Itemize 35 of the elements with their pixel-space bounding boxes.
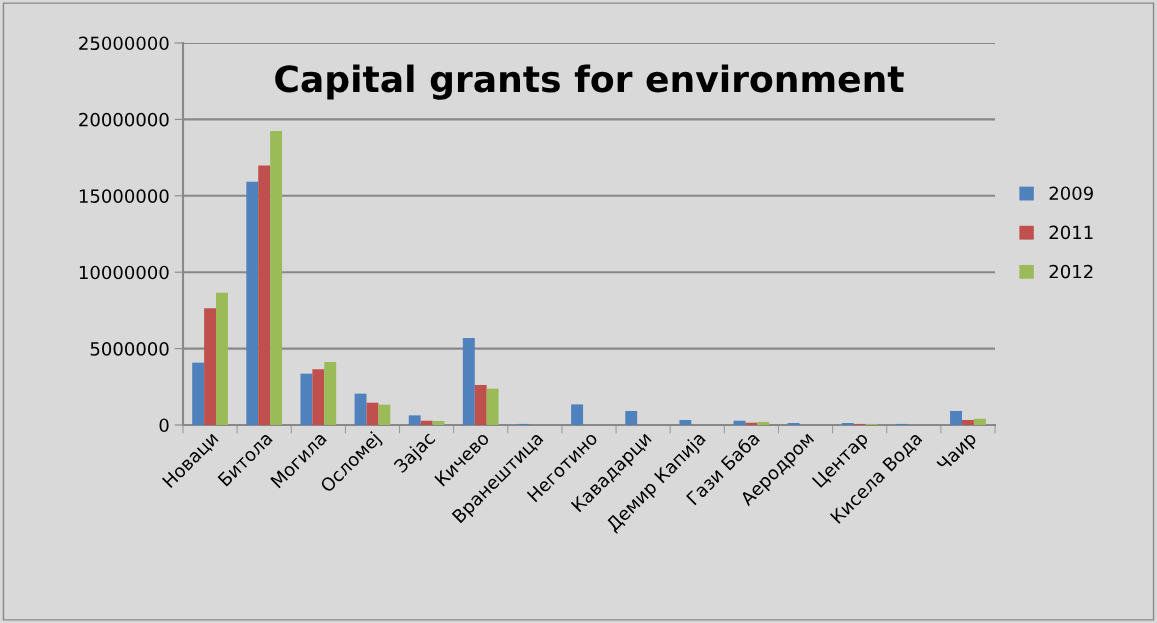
y-tick-label: 0	[159, 418, 169, 433]
bar	[462, 337, 475, 425]
bar	[204, 308, 217, 425]
y-tick-label: 5000000	[90, 342, 169, 356]
bar	[366, 402, 379, 425]
bar	[408, 415, 421, 425]
bar	[312, 369, 325, 425]
y-tick-label: 10000000	[79, 265, 169, 280]
bar	[432, 421, 445, 425]
bar	[420, 420, 433, 425]
y-tick-label: 25000000	[79, 36, 169, 51]
bar	[300, 373, 313, 425]
y-tick-label: 20000000	[79, 112, 169, 127]
bar	[757, 421, 770, 425]
bar	[973, 418, 986, 425]
bar	[354, 393, 367, 425]
bar	[474, 384, 487, 425]
legend-label: 2012	[1049, 264, 1093, 279]
text: Capital grants for environment	[275, 64, 904, 100]
legend-label: 2011	[1049, 225, 1093, 240]
y-tick-label: 15000000	[79, 189, 169, 203]
bar	[270, 131, 283, 425]
bar	[192, 362, 205, 425]
bar	[625, 410, 638, 425]
bar	[486, 388, 499, 425]
bar	[324, 361, 337, 425]
bar	[216, 292, 228, 425]
bar	[571, 404, 584, 425]
bar	[258, 165, 271, 425]
bar	[378, 404, 391, 425]
legend-label: 2009	[1049, 186, 1093, 201]
bar	[961, 419, 974, 425]
bar	[679, 419, 692, 425]
bar	[246, 181, 259, 425]
bar	[950, 410, 962, 425]
